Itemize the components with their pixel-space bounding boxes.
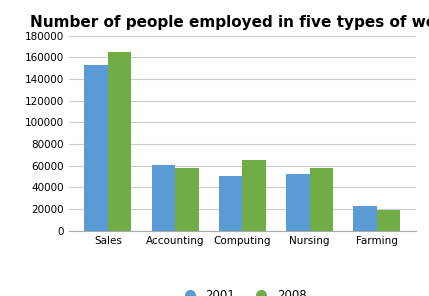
Title: Number of people employed in five types of work: Number of people employed in five types … (30, 15, 429, 30)
Bar (151, 165, 175, 231)
Bar (85, 65, 108, 231)
Bar (353, 206, 377, 231)
Bar (310, 168, 333, 231)
Bar (219, 176, 242, 231)
Legend: 2001, 2008: 2001, 2008 (174, 284, 311, 296)
Bar (175, 168, 199, 231)
Bar (108, 52, 131, 231)
Bar (377, 210, 400, 231)
Bar (242, 160, 266, 231)
Bar (286, 174, 310, 231)
